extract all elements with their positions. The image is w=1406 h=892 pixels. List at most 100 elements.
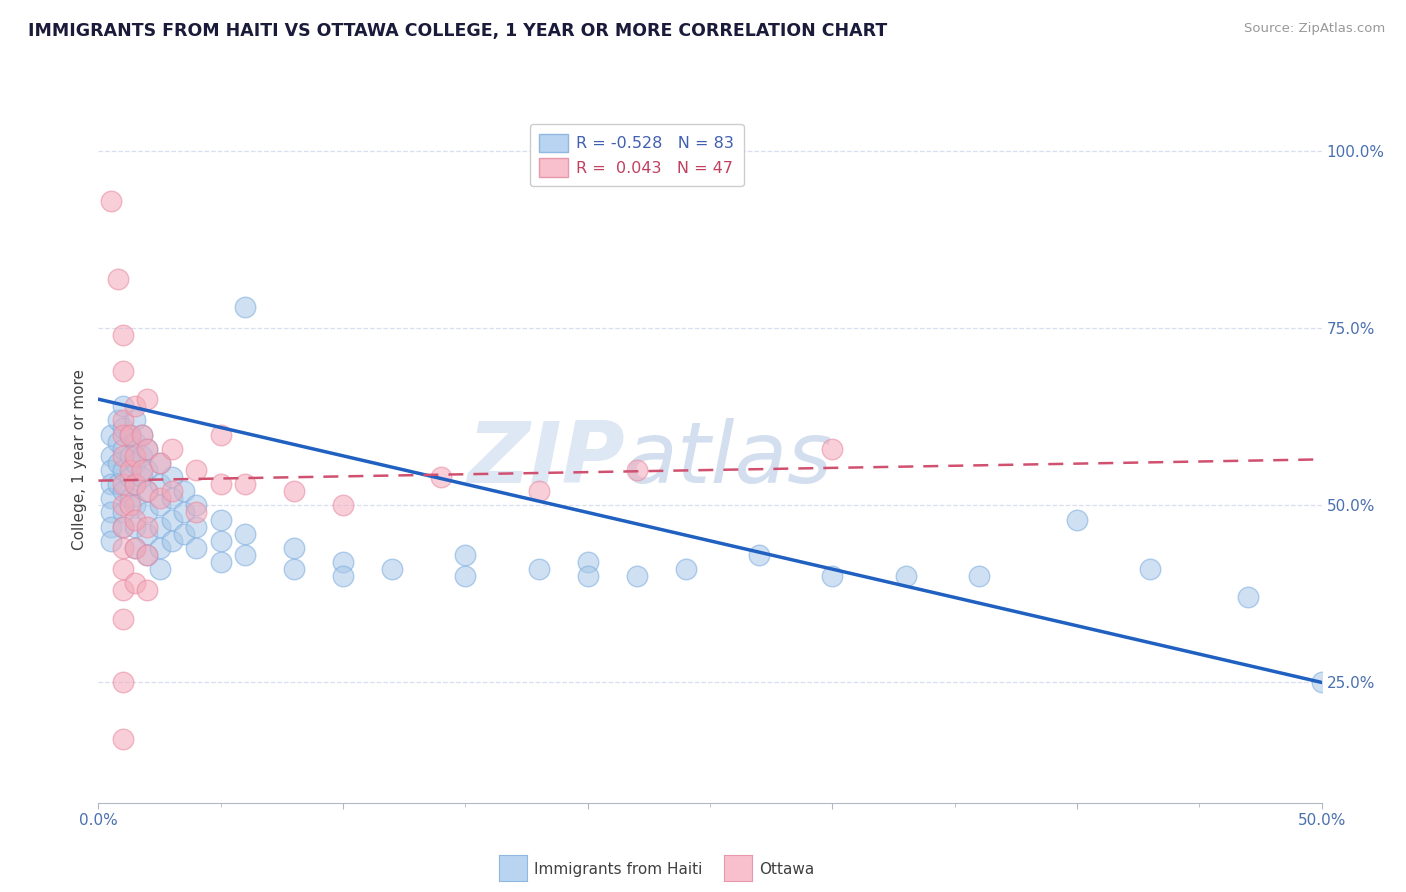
Point: [149, 456, 172, 470]
Point: [131, 449, 153, 463]
Text: Source: ZipAtlas.com: Source: ZipAtlas.com: [1244, 22, 1385, 36]
Point: [124, 434, 146, 449]
Point: [111, 519, 134, 533]
Point: [173, 526, 195, 541]
Point: [149, 562, 172, 576]
Point: [748, 548, 770, 562]
Point: [160, 442, 183, 456]
Point: [111, 499, 134, 513]
Point: [111, 583, 134, 598]
Point: [111, 562, 134, 576]
Point: [233, 477, 256, 491]
Point: [100, 533, 122, 548]
Point: [111, 364, 134, 378]
Point: [124, 541, 146, 555]
Point: [136, 519, 159, 533]
Point: [111, 484, 134, 499]
Point: [626, 463, 648, 477]
Point: [100, 491, 122, 506]
Point: [160, 533, 183, 548]
Point: [186, 499, 208, 513]
Legend: R = -0.528   N = 83, R =  0.043   N = 47: R = -0.528 N = 83, R = 0.043 N = 47: [530, 124, 744, 186]
Point: [527, 562, 550, 576]
Point: [107, 434, 129, 449]
Point: [136, 548, 159, 562]
Point: [430, 470, 453, 484]
Point: [100, 463, 122, 477]
Point: [120, 449, 142, 463]
Point: [149, 456, 172, 470]
Point: [111, 328, 134, 343]
Point: [120, 427, 142, 442]
Point: [149, 541, 172, 555]
Point: [454, 569, 477, 583]
Point: [626, 569, 648, 583]
Point: [821, 569, 844, 583]
Point: [100, 449, 122, 463]
Point: [107, 477, 129, 491]
Point: [149, 519, 172, 533]
Point: [107, 413, 129, 427]
Point: [136, 484, 159, 499]
Point: [131, 463, 153, 477]
Point: [111, 420, 134, 434]
Point: [111, 732, 134, 747]
Point: [124, 449, 146, 463]
Point: [173, 506, 195, 520]
Point: [283, 562, 305, 576]
Point: [186, 463, 208, 477]
Point: [124, 519, 146, 533]
Point: [233, 300, 256, 314]
Point: [124, 477, 146, 491]
Point: [111, 449, 134, 463]
Point: [111, 675, 134, 690]
Point: [136, 484, 159, 499]
Point: [1066, 512, 1088, 526]
Text: IMMIGRANTS FROM HAITI VS OTTAWA COLLEGE, 1 YEAR OR MORE CORRELATION CHART: IMMIGRANTS FROM HAITI VS OTTAWA COLLEGE,…: [28, 22, 887, 40]
Point: [160, 470, 183, 484]
Point: [209, 555, 232, 569]
Point: [160, 512, 183, 526]
Point: [124, 413, 146, 427]
Point: [136, 463, 159, 477]
Y-axis label: College, 1 year or more: College, 1 year or more: [72, 369, 87, 549]
Point: [111, 541, 134, 555]
Point: [283, 484, 305, 499]
Point: [527, 484, 550, 499]
Point: [120, 427, 142, 442]
Point: [107, 456, 129, 470]
Point: [136, 442, 159, 456]
Point: [454, 548, 477, 562]
Point: [209, 477, 232, 491]
Point: [111, 506, 134, 520]
Point: [111, 427, 134, 442]
Point: [332, 555, 354, 569]
Point: [149, 491, 172, 506]
Point: [111, 612, 134, 626]
Point: [1139, 562, 1161, 576]
Point: [120, 470, 142, 484]
Point: [124, 576, 146, 591]
Point: [381, 562, 404, 576]
Point: [124, 499, 146, 513]
Point: [120, 491, 142, 506]
Point: [332, 569, 354, 583]
Point: [111, 413, 134, 427]
Point: [111, 519, 134, 533]
Point: [111, 399, 134, 413]
Text: atlas: atlas: [624, 417, 832, 501]
Point: [136, 392, 159, 407]
Point: [120, 499, 142, 513]
Point: [209, 512, 232, 526]
Point: [131, 470, 153, 484]
Point: [136, 506, 159, 520]
Point: [131, 427, 153, 442]
Point: [100, 519, 122, 533]
Point: [233, 548, 256, 562]
Point: [186, 519, 208, 533]
Point: [821, 442, 844, 456]
Point: [675, 562, 697, 576]
Point: [136, 583, 159, 598]
Point: [894, 569, 917, 583]
Point: [173, 484, 195, 499]
